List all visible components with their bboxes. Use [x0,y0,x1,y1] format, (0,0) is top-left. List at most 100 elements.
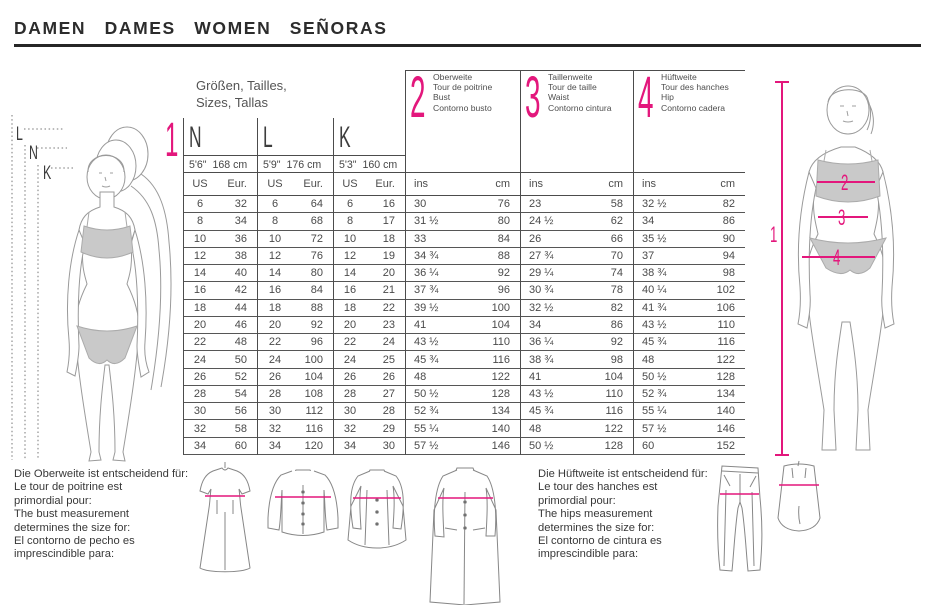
table-cell: 26 [343,370,357,383]
table-cell: 44 [234,301,247,314]
table-cell: 60 [642,439,655,452]
table-cell: 34 [268,439,282,452]
unit-ins: ins [642,178,657,190]
table-cell: 40 [234,267,247,280]
table-cell: 52 ¾ [414,405,439,418]
table-cell: 74 [610,267,623,280]
table-cell: 10 [343,232,357,245]
measure-label-3: 3 [838,206,845,230]
hip-garments-illustration [717,460,821,572]
measure-label-1: 1 [770,223,777,247]
note-line: determines the size for: [538,521,655,534]
label-de: Hüftweite [661,72,697,82]
table-cell: 128 [716,370,735,383]
table-cell: 38 [234,249,247,262]
table-cell: 26 [382,370,395,383]
table-cell: 36 ¼ [414,267,439,280]
table-cell: 6 [346,198,354,211]
table-cell: 16 [343,284,357,297]
figure-body [797,85,895,451]
section-number-hip: 4 [638,65,654,130]
label-es: Contorno cintura [548,102,612,113]
table-cell: 116 [717,336,735,349]
table-cell: 62 [610,215,623,228]
unit-eur: Eur. [303,178,323,190]
label-fr: Tour des hanches [661,82,729,93]
table-cell: 8 [196,215,204,228]
table-cell: 21 [382,284,395,297]
table-row: 34 60 34 120 34 30 57 ½ 146 50 ½ 128 60 152 [183,438,745,455]
table-cell: 35 ½ [642,232,667,245]
table-cell: 90 [722,232,735,245]
table-cell: 30 [414,198,427,211]
table-cell: 16 [268,284,282,297]
label-en: Waist [548,92,570,103]
table-cell: 146 [716,422,735,435]
table-cell: 43 ½ [414,336,439,349]
table-row: 20 46 20 92 20 23 41 104 34 86 43 ½ 110 [183,317,745,335]
height-measure-line [775,81,789,456]
table-cell: 152 [716,439,735,452]
note-line: El contorno de pecho es [14,535,135,548]
table-cell: 80 [310,267,323,280]
table-row: 24 50 24 100 24 25 45 ¾ 116 38 ¾ 98 48 122 [183,351,745,369]
note-line: Le tour des hanches est [538,481,658,494]
table-cell: 112 [305,405,323,418]
table-cell: 58 [234,422,247,435]
table-cell: 100 [491,301,510,314]
coat-graphic [429,467,501,605]
table-cell: 28 [193,388,207,401]
height-figures-illustration: L N K [11,115,172,462]
table-cell: 27 [382,388,395,401]
table-cell: 30 [343,405,357,418]
bust-garments-illustration [199,462,501,605]
section-header-waist: 3 Taillenweite Tour de taille Waist Cont… [520,69,633,132]
unit-cm: cm [720,178,735,190]
table-cell: 104 [604,370,623,383]
table-cell: 28 [382,405,395,418]
height-guide-lines [11,115,73,460]
label-de: Oberweite [433,72,473,82]
height-label-l: L [16,123,23,144]
note-line: Die Oberweite ist entscheidend für: [14,468,189,480]
table-cell: 24 [343,353,357,366]
table-cell: 28 [268,388,282,401]
pants-graphic [717,465,763,572]
section-number-height: 1 [165,114,179,167]
table-cell: 41 [414,318,427,331]
table-rule-top [405,70,745,71]
table-cell: 34 ¾ [414,249,439,262]
table-cell: 50 ½ [529,439,554,452]
table-cell: 17 [382,215,395,228]
table-cell: 34 [529,318,542,331]
note-line: imprescindible para: [14,548,115,561]
table-cell: 82 [722,198,735,211]
table-cell: 116 [492,353,510,366]
table-cell: 86 [722,215,735,228]
hip-lines [720,484,819,495]
table-cell: 32 [234,198,247,211]
label-fr: Tour de poitrine [433,82,493,93]
table-cell: 14 [343,267,357,280]
table-cell: 33 [414,232,427,245]
bra-graphic [815,159,881,203]
table-cell: 104 [304,370,323,383]
label-en: Hip [661,92,674,103]
table-cell: 94 [722,249,735,262]
table-cell: 48 [414,370,427,383]
height-value-l: 5'9" 176 cm [263,159,322,171]
table-cell: 80 [497,215,510,228]
section-header-hip: 4 Hüftweite Tour des hanches Hip Contorn… [633,65,745,132]
table-cell: 10 [268,232,282,245]
table-cell: 36 ¼ [529,336,554,349]
section-number-bust: 2 [410,65,426,130]
table-cell: 48 [234,336,247,349]
table-row: 22 48 22 96 22 24 43 ½ 110 36 ¼ 92 45 ¾ 116 [183,334,745,352]
table-cell: 8 [271,215,279,228]
table-cell: 43 ½ [529,388,554,401]
table-cell: 96 [310,336,323,349]
table-cell: 57 ½ [414,439,439,452]
table-cell: 120 [304,439,323,452]
section-labels-waist: Taillenweite Tour de taille Waist Contor… [548,72,633,113]
table-cell: 14 [268,267,282,280]
